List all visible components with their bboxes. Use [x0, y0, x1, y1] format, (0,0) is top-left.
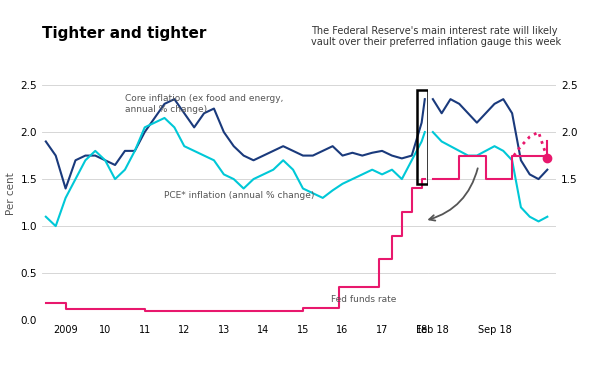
Text: The Federal Reserve's main interest rate will likely
vault over their preferred : The Federal Reserve's main interest rate…	[311, 26, 561, 47]
Bar	[417, 90, 428, 184]
Text: PCE* inflation (annual % change): PCE* inflation (annual % change)	[164, 191, 315, 199]
Text: Tighter and tighter: Tighter and tighter	[42, 26, 206, 41]
Y-axis label: Per cent: Per cent	[6, 172, 16, 215]
Text: Core inflation (ex food and energy,
annual % change): Core inflation (ex food and energy, annu…	[125, 94, 283, 114]
Text: Fed funds rate: Fed funds rate	[331, 295, 396, 304]
